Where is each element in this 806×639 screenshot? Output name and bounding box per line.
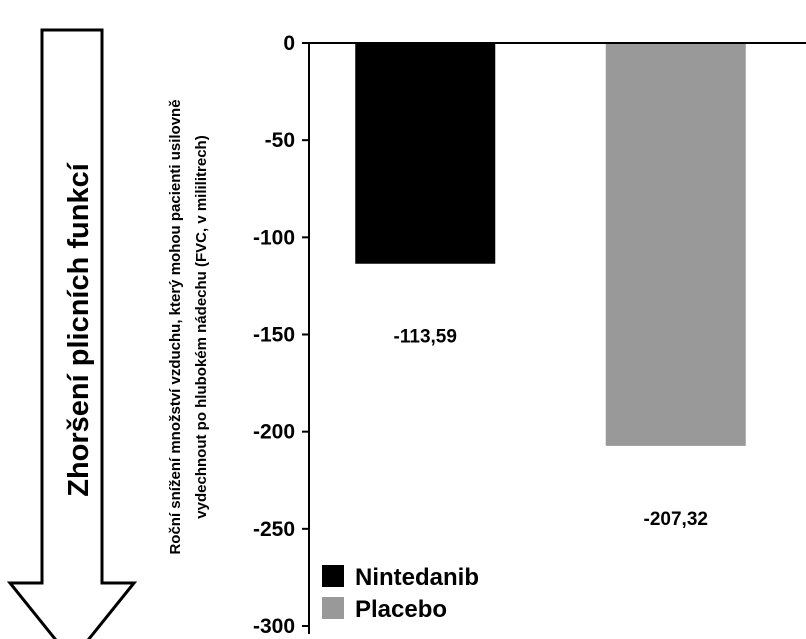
legend-swatch-nintedanib	[322, 565, 344, 587]
y-tick-label: -100	[253, 226, 295, 249]
y-axis-title-line-1: Roční snížení množství vzduchu, který mo…	[167, 99, 184, 554]
data-label-nintedanib: -113,59	[394, 327, 457, 348]
y-axis-title: Roční snížení množství vzduchu, který mo…	[167, 99, 210, 554]
y-tick-label: -50	[265, 129, 295, 152]
bar-placebo	[605, 43, 746, 446]
bar-nintedanib	[355, 43, 496, 264]
y-ticks-layer: 0 -50 -100 -150 -200 -250 -300	[253, 32, 309, 638]
down-arrow-icon	[6, 28, 138, 639]
y-tick-label: 0	[283, 32, 295, 55]
arrow-label: Zhoršení plicních funkcí	[63, 162, 95, 496]
data-labels-layer: -113,59 -207,32	[394, 327, 708, 530]
legend-swatch-placebo	[322, 597, 344, 619]
y-tick-label: -250	[253, 518, 295, 541]
legend: Nintedanib Placebo	[322, 564, 479, 623]
worsening-arrow: Zhoršení plicních funkcí	[6, 28, 138, 639]
y-tick-label: -300	[253, 615, 295, 638]
axes-layer	[308, 42, 806, 634]
y-axis-title-line-2: vydechnout po hlubokém nádechu (FVC, v m…	[193, 135, 210, 518]
legend-label-nintedanib: Nintedanib	[355, 564, 479, 591]
legend-label-placebo: Placebo	[355, 596, 447, 623]
bars-layer	[355, 43, 746, 446]
data-label-placebo: -207,32	[644, 509, 708, 530]
y-tick-label: -200	[253, 421, 295, 444]
y-tick-label: -150	[253, 324, 295, 347]
